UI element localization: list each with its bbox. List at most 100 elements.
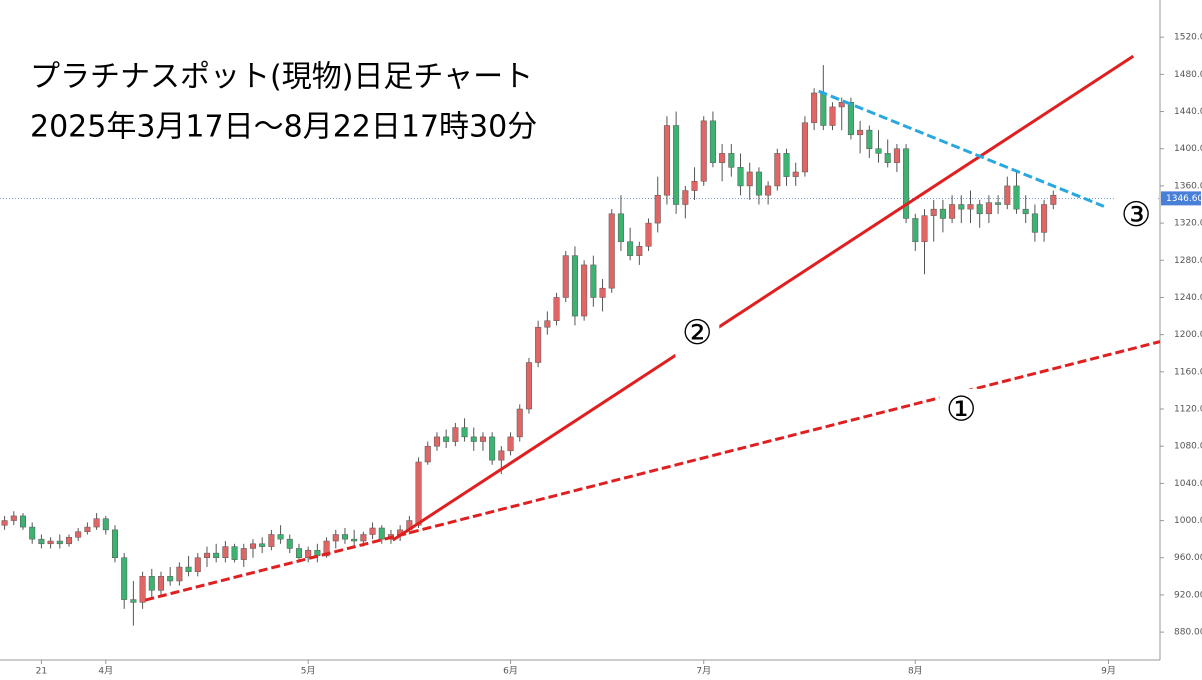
- candle-body: [341, 534, 348, 540]
- candle-body: [737, 167, 744, 187]
- trendline-label-bg: [939, 388, 984, 433]
- candle-body: [700, 120, 707, 182]
- candle-body: [976, 204, 983, 215]
- y-tick-label: 1320.00: [1174, 219, 1202, 229]
- candle-body: [194, 557, 201, 572]
- candle-body: [617, 213, 624, 242]
- candle-body: [967, 204, 974, 210]
- candle-body: [535, 326, 542, 363]
- x-tick-label: 4月: [98, 666, 113, 677]
- candle-body: [203, 552, 210, 558]
- candle-body: [746, 171, 753, 187]
- candle-body: [65, 537, 73, 545]
- candle-body: [636, 246, 643, 256]
- candle-body: [516, 408, 523, 438]
- trendline: [391, 54, 1135, 542]
- candle-body: [111, 529, 118, 558]
- candle-body: [875, 148, 882, 154]
- candle-body: [820, 92, 827, 126]
- candle-body: [130, 599, 137, 603]
- y-tick-label: 1480.00: [1174, 70, 1202, 80]
- x-tick-label: 21: [36, 667, 47, 677]
- y-tick-label: 1400.00: [1174, 144, 1202, 154]
- candle-body: [231, 546, 238, 560]
- candle-body: [249, 543, 256, 549]
- candle-body: [627, 241, 634, 256]
- y-tick-label: 880.00: [1174, 628, 1202, 638]
- candle-body: [351, 538, 358, 542]
- candle-body: [424, 445, 431, 463]
- candle-body: [47, 540, 54, 545]
- candle-body: [259, 543, 266, 547]
- candle-body: [19, 515, 27, 528]
- candle-body: [167, 576, 174, 582]
- candle-body: [29, 526, 36, 540]
- candle-body: [783, 153, 790, 177]
- candle-body: [884, 153, 891, 163]
- candle-body: [479, 436, 486, 442]
- candle-body: [121, 557, 128, 600]
- candle-body: [673, 125, 680, 205]
- candle-body: [1041, 204, 1048, 233]
- candle-body: [709, 120, 716, 163]
- candle-body: [691, 181, 698, 191]
- y-tick-label: 1520.00: [1174, 33, 1202, 43]
- candle-body: [654, 194, 661, 224]
- candle-body: [958, 204, 965, 210]
- candle-body: [360, 534, 367, 542]
- candle-body: [84, 526, 91, 532]
- candle-body: [461, 427, 468, 438]
- candle-body: [581, 264, 588, 317]
- y-tick-label: 1080.00: [1174, 442, 1202, 452]
- candle-body: [56, 540, 63, 545]
- candle-body: [452, 427, 459, 442]
- candle-body: [765, 185, 772, 196]
- candle-body: [949, 204, 956, 219]
- candle-body: [1, 520, 8, 526]
- candle-body: [1013, 185, 1020, 210]
- y-tick-label: 1360.00: [1174, 181, 1202, 191]
- y-tick-label: 1280.00: [1174, 256, 1202, 266]
- candle-body: [102, 518, 109, 531]
- candle-body: [857, 129, 864, 136]
- candle-body: [838, 102, 845, 108]
- candle-body: [10, 515, 17, 521]
- trendline-label: ①: [946, 389, 976, 429]
- candles: [1, 65, 1057, 626]
- candle-body: [801, 122, 808, 173]
- candle-body: [75, 531, 82, 538]
- candle-body: [847, 102, 854, 136]
- candle-body: [433, 436, 440, 447]
- x-tick-label: 7月: [696, 666, 711, 677]
- candle-body: [930, 208, 937, 216]
- candle-body: [912, 218, 919, 242]
- candle-body: [921, 215, 928, 242]
- candle-body: [1022, 208, 1029, 215]
- candle-body: [811, 92, 818, 123]
- candle-body: [893, 148, 900, 163]
- candle-body: [378, 527, 385, 540]
- candle-body: [213, 552, 220, 558]
- candle-body: [93, 518, 100, 528]
- trendline: [144, 340, 1161, 602]
- trendline-label-bg: [675, 312, 720, 357]
- trendlines: [144, 54, 1161, 602]
- y-tick-label: 1120.00: [1174, 405, 1202, 415]
- y-tick-label: 1440.00: [1174, 107, 1202, 117]
- x-tick-label: 9月: [1101, 666, 1116, 677]
- candle-body: [222, 546, 229, 558]
- candle-body: [663, 125, 670, 196]
- candle-body: [139, 576, 146, 603]
- candle-body: [185, 566, 192, 572]
- candle-body: [525, 362, 532, 410]
- candle-body: [148, 576, 155, 591]
- candle-body: [470, 436, 477, 442]
- y-tick-label: 1160.00: [1174, 367, 1202, 377]
- candle-body: [645, 222, 652, 247]
- candle-body: [286, 538, 293, 549]
- candle-body: [305, 550, 312, 558]
- candle-body: [728, 153, 735, 168]
- last-price-box: [1161, 191, 1201, 206]
